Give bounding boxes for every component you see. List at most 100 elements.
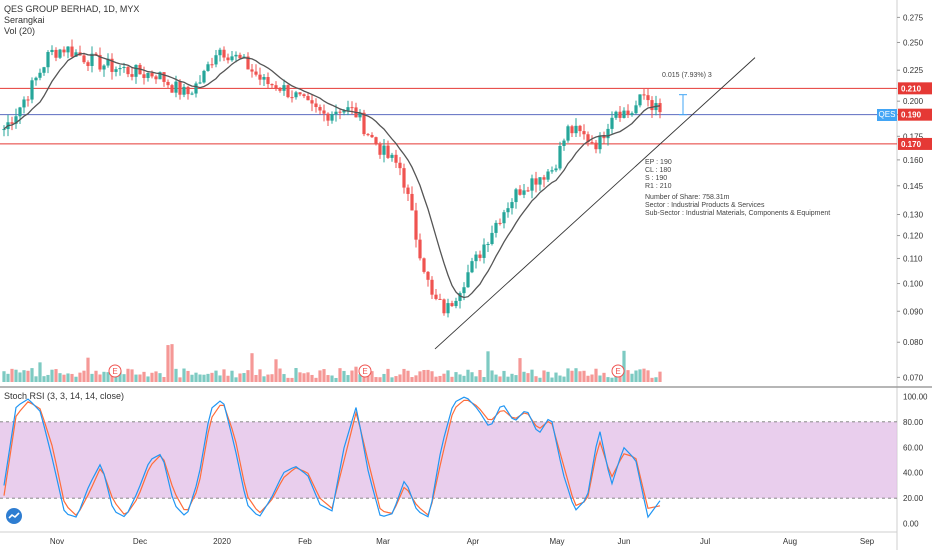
volume-bar	[570, 370, 574, 382]
candle-body	[434, 294, 438, 299]
volume-bar	[242, 373, 246, 382]
candle-body	[58, 49, 62, 58]
volume-bar	[406, 370, 410, 382]
volume-bar	[138, 374, 142, 382]
candle-body	[158, 72, 162, 80]
volume-bar	[562, 376, 566, 382]
candle-body	[14, 116, 18, 124]
volume-bar	[306, 372, 310, 382]
volume-bar	[94, 370, 98, 382]
info-sector: Sector : Industrial Products & Services	[645, 202, 765, 209]
candle-body	[38, 72, 42, 78]
volume-bar	[130, 369, 134, 382]
candle-body	[206, 64, 210, 71]
earnings-marker-label: E	[112, 367, 117, 376]
volume-bar	[342, 370, 346, 382]
volume-bar	[218, 375, 222, 382]
volume-bar	[54, 369, 58, 382]
volume-bar	[394, 376, 398, 382]
candle-body	[382, 145, 386, 155]
volume-bar	[422, 370, 426, 382]
volume-bar	[206, 373, 210, 382]
candle-body	[570, 126, 574, 134]
volume-bar	[162, 377, 166, 382]
candle-body	[442, 299, 446, 314]
candle-body	[594, 142, 598, 150]
candle-body	[366, 134, 370, 136]
volume-bar	[290, 377, 294, 382]
candle-body	[550, 170, 554, 172]
volume-bar	[482, 377, 486, 382]
volume-bar	[166, 345, 170, 382]
candle-body	[314, 103, 318, 108]
volume-bar	[638, 369, 642, 382]
candle-body	[166, 81, 170, 86]
level-tag-bg	[898, 108, 932, 121]
volume-bar	[50, 369, 54, 382]
time-tick-label: Feb	[298, 537, 312, 546]
volume-bar	[22, 370, 26, 382]
volume-bar	[334, 377, 338, 382]
earnings-marker-label: E	[362, 367, 367, 376]
volume-bar	[630, 373, 634, 382]
candle-body	[402, 168, 406, 188]
candle-body	[214, 55, 218, 65]
volume-bar	[354, 366, 358, 382]
candle-body	[598, 135, 602, 150]
plan-s: S : 190	[645, 175, 668, 182]
candle-body	[118, 68, 122, 70]
candle-body	[298, 92, 302, 95]
volume-bar	[530, 369, 534, 382]
volume-bar	[42, 376, 46, 382]
volume-bar	[346, 375, 350, 382]
volume-bar	[622, 350, 626, 382]
candle-body	[70, 46, 74, 57]
volume-bar	[214, 370, 218, 382]
candles	[2, 39, 662, 382]
volume-bar	[34, 376, 38, 382]
volume-bar	[478, 369, 482, 382]
chart-header: QES GROUP BERHAD, 1D, MYX Serangkai Vol …	[4, 4, 139, 37]
volume-bar	[262, 376, 266, 382]
volume-bar	[266, 374, 270, 382]
volume-bar	[378, 377, 382, 382]
candle-body	[554, 168, 558, 171]
volume-bar	[122, 374, 126, 382]
price-tick-label: 0.175	[903, 132, 924, 141]
volume-bar	[362, 375, 366, 382]
candle-body	[374, 137, 378, 145]
candle-body	[330, 114, 334, 121]
candle-body	[490, 232, 494, 244]
plan-r1: R1 : 210	[645, 183, 672, 190]
volume-bar	[30, 368, 34, 382]
candle-body	[82, 55, 86, 63]
price-tick-label: 0.100	[903, 280, 924, 289]
volume-bar	[118, 370, 122, 382]
stoch-rsi-title: Stoch RSI (3, 3, 14, 14, close)	[4, 391, 125, 401]
volume-bar	[374, 377, 378, 382]
price-tick-label: 0.225	[903, 66, 924, 75]
candle-body	[302, 94, 306, 97]
volume-bar	[86, 357, 90, 382]
candle-body	[582, 131, 586, 135]
candle-body	[306, 96, 310, 101]
volume-bar	[398, 374, 402, 382]
candle-body	[526, 190, 530, 192]
volume-bar	[578, 371, 582, 382]
volume-bar	[106, 372, 110, 382]
volume-bar	[38, 362, 42, 382]
volume-bar	[474, 376, 478, 382]
volume-bar	[582, 370, 586, 382]
time-tick-label: Jul	[700, 537, 710, 546]
candle-body	[658, 103, 662, 113]
volume-bar	[6, 373, 10, 382]
candle-body	[506, 208, 510, 213]
candle-body	[458, 293, 462, 301]
candle-body	[102, 65, 106, 70]
candle-body	[638, 94, 642, 106]
time-tick-label: Mar	[376, 537, 390, 546]
time-tick-label: 2020	[213, 537, 231, 546]
candle-body	[398, 162, 402, 169]
